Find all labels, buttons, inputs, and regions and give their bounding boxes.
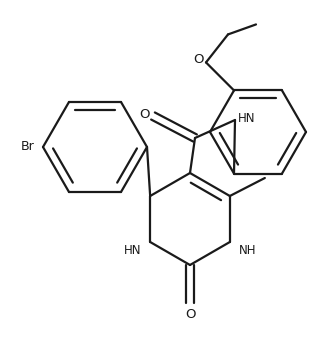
Text: O: O (139, 108, 149, 121)
Text: NH: NH (239, 244, 256, 256)
Text: O: O (194, 53, 204, 66)
Text: HN: HN (238, 112, 256, 124)
Text: HN: HN (124, 244, 141, 256)
Text: Br: Br (21, 141, 35, 153)
Text: O: O (185, 308, 195, 321)
